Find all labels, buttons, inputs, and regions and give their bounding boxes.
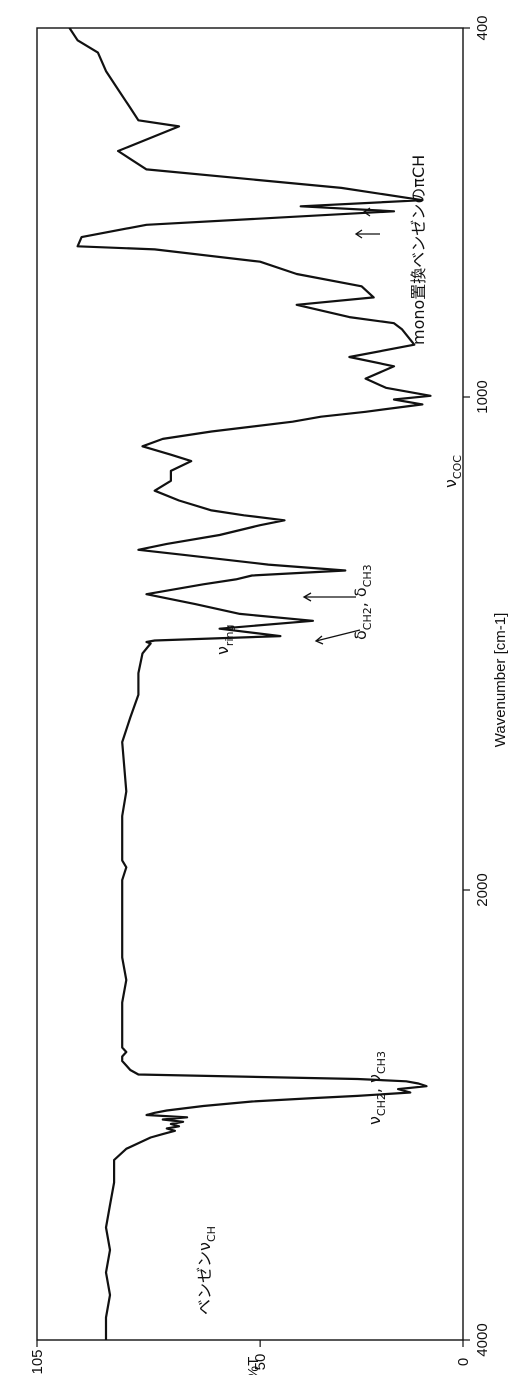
annotation-text: ν: [213, 646, 232, 655]
annotation-separator: ,: [365, 1083, 384, 1093]
annotation-benzene-vch: ベンゼンνCH: [195, 1226, 218, 1315]
annotation-subscript: CH2: [361, 607, 374, 630]
annotation-vch2-vch3: νCH2, νCH3: [365, 1051, 388, 1125]
annotation-arrows: [302, 207, 384, 645]
y-tick-label: 0: [455, 1358, 472, 1366]
annotation-subscript-2: CH3: [375, 1051, 388, 1074]
annotation-subscript: COC: [451, 455, 464, 479]
arrow-head-pch-1: [362, 207, 371, 217]
arrow-head-pch-2: [354, 229, 363, 239]
y-tick-label: 50: [252, 1354, 269, 1371]
spectrum-line: [68, 27, 432, 1340]
x-tick-label: 400: [474, 15, 491, 40]
arrow-dch2: [315, 629, 361, 642]
annotation-subscript: CH2: [375, 1093, 388, 1116]
annotation-text: mono置換ベンゼンのπCH: [409, 155, 428, 345]
svg-text:νCH2, νCH3: νCH2, νCH3: [365, 1051, 388, 1125]
annotation-vcoc: νCOC: [441, 455, 464, 488]
annotation-subscript-2: CH3: [361, 564, 374, 587]
annotation-dch2-dch3: δCH2, δCH3: [351, 564, 374, 640]
axis-ticks: [36, 27, 470, 1347]
annotation-text: ν: [365, 1116, 384, 1125]
svg-text:νring: νring: [213, 625, 236, 655]
x-tick-label: 1000: [474, 380, 491, 413]
x-tick-label: 4000: [474, 1323, 491, 1356]
svg-text:δCH2, δCH3: δCH2, δCH3: [351, 564, 374, 640]
annotation-text: ベンゼンν: [195, 1242, 214, 1315]
y-tick-label: 105: [29, 1349, 46, 1374]
arrow-head-dch3: [302, 592, 312, 602]
svg-text:νCOC: νCOC: [441, 455, 464, 488]
plot-frame: [36, 27, 464, 1341]
x-tick-label: 2000: [474, 873, 491, 906]
y-axis-label: %T: [245, 1357, 262, 1375]
x-axis-label: Wavenumber [cm-1]: [492, 613, 509, 747]
annotation-text-2: δ: [351, 587, 370, 597]
annotation-separator: ,: [351, 597, 370, 607]
annotation-subscript: CH: [205, 1226, 218, 1242]
arrow-head-dch2: [314, 635, 324, 645]
svg-text:ベンゼンνCH: ベンゼンνCH: [195, 1226, 218, 1315]
annotation-text: ν: [441, 479, 460, 488]
annotation-subscript: ring: [223, 625, 236, 647]
annotation-text-2: ν: [365, 1074, 384, 1083]
annotation-text: δ: [351, 630, 370, 640]
annotation-vring: νring: [213, 625, 236, 655]
annotation-mono-benzene-pch: mono置換ベンゼンのπCH: [409, 155, 428, 345]
